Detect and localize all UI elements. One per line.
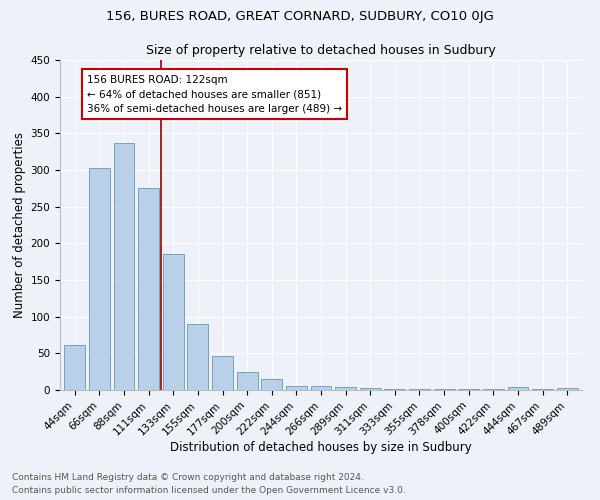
- Bar: [557, 388, 578, 390]
- Text: Contains HM Land Registry data © Crown copyright and database right 2024.
Contai: Contains HM Land Registry data © Crown c…: [12, 474, 406, 495]
- Bar: [163, 254, 184, 390]
- Bar: [311, 386, 331, 390]
- Title: Size of property relative to detached houses in Sudbury: Size of property relative to detached ho…: [146, 44, 496, 58]
- Bar: [286, 386, 307, 390]
- Bar: [212, 356, 233, 390]
- Bar: [261, 379, 282, 390]
- Bar: [138, 188, 159, 390]
- Text: 156 BURES ROAD: 122sqm
← 64% of detached houses are smaller (851)
36% of semi-de: 156 BURES ROAD: 122sqm ← 64% of detached…: [87, 74, 342, 114]
- Bar: [335, 387, 356, 390]
- Bar: [409, 388, 430, 390]
- Bar: [434, 388, 455, 390]
- Bar: [89, 168, 110, 390]
- Bar: [64, 346, 85, 390]
- Text: 156, BURES ROAD, GREAT CORNARD, SUDBURY, CO10 0JG: 156, BURES ROAD, GREAT CORNARD, SUDBURY,…: [106, 10, 494, 23]
- Bar: [236, 372, 257, 390]
- Bar: [360, 388, 381, 390]
- Bar: [508, 387, 529, 390]
- Bar: [187, 324, 208, 390]
- Bar: [385, 388, 406, 390]
- X-axis label: Distribution of detached houses by size in Sudbury: Distribution of detached houses by size …: [170, 440, 472, 454]
- Bar: [113, 143, 134, 390]
- Y-axis label: Number of detached properties: Number of detached properties: [13, 132, 26, 318]
